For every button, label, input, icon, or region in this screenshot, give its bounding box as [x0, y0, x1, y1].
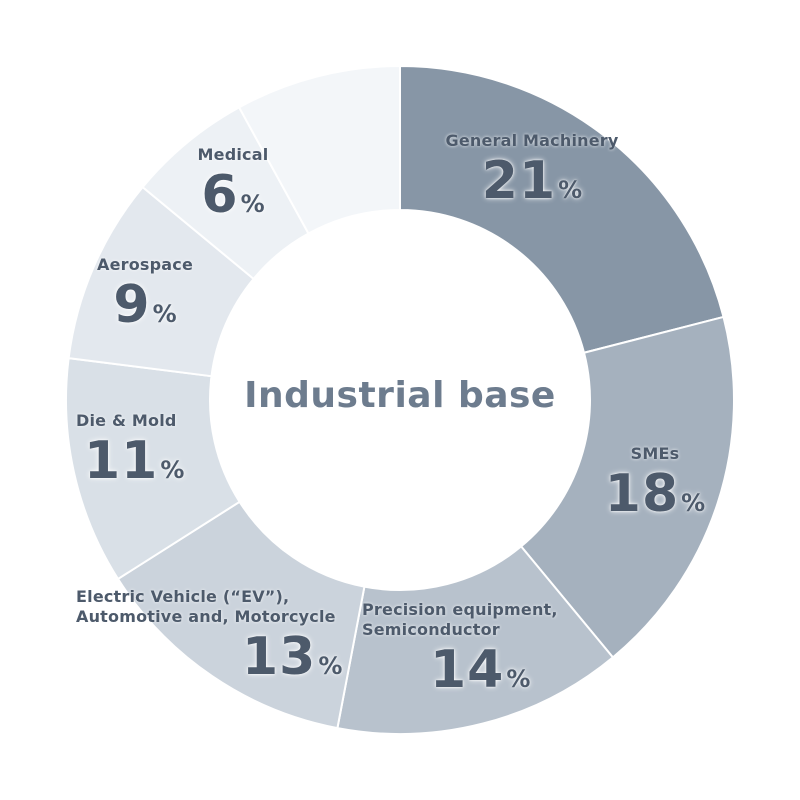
- label-precision-equipment: Precision equipment, Semiconductor 14%: [362, 600, 582, 710]
- percent-value: 13%: [242, 627, 343, 687]
- category-label: General Machinery: [445, 131, 619, 150]
- percent-value: 18%: [604, 464, 706, 524]
- label-general-machinery: General Machinery 21%: [432, 131, 632, 221]
- chart-center-title: Industrial base: [244, 375, 556, 416]
- category-label: Medical: [197, 145, 269, 164]
- category-label: Aerospace: [96, 255, 194, 274]
- percent-value: 9%: [113, 275, 177, 335]
- label-smes: SMEs 18%: [595, 444, 715, 534]
- donut-slice-smes: [519, 315, 735, 659]
- percent-value: 11%: [84, 431, 185, 491]
- donut-slice-general-machinery: [399, 64, 725, 354]
- label-aerospace: Aerospace 9%: [85, 255, 205, 345]
- category-label: Precision equipment, Semiconductor: [362, 600, 558, 639]
- percent-value: 6%: [201, 165, 265, 225]
- category-label: Die & Mold: [76, 411, 177, 430]
- percent-value: 14%: [430, 640, 531, 700]
- label-electric-vehicle: Electric Vehicle (“EV”), Automotive and,…: [76, 587, 346, 697]
- donut-slice-precision-equipment-semiconductor: [336, 544, 615, 735]
- label-die-and-mold: Die & Mold 11%: [70, 411, 200, 501]
- category-label: SMEs: [630, 444, 680, 463]
- label-medical: Medical 6%: [178, 145, 288, 235]
- donut-segments: [65, 64, 735, 735]
- percent-value: 21%: [481, 151, 583, 211]
- category-label: Electric Vehicle (“EV”), Automotive and,…: [76, 587, 336, 626]
- donut-slice-unlabeled: [237, 64, 401, 235]
